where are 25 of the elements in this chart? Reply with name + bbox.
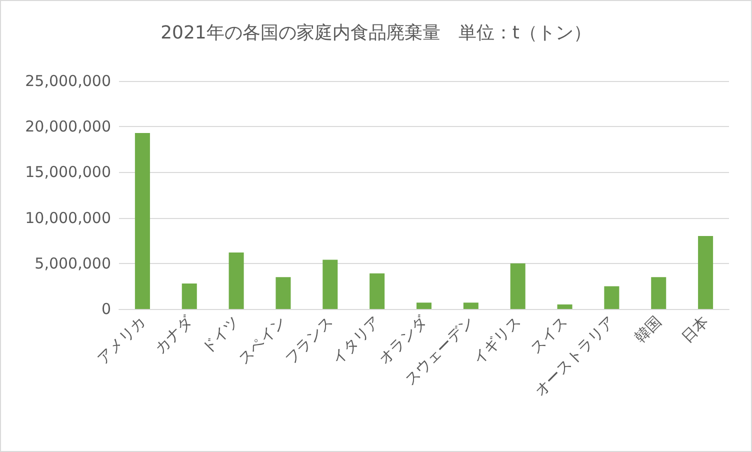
bar (557, 304, 572, 309)
bar (276, 277, 291, 309)
y-tick-label: 0 (101, 300, 111, 318)
chart-title: 2021年の各国の家庭内食品廃棄量 単位：t（トン） (160, 22, 592, 44)
x-tick-label: フランス (281, 312, 337, 368)
bar (510, 263, 526, 309)
bar (698, 236, 714, 309)
bar (322, 260, 338, 309)
x-tick-label: イギリス (469, 312, 524, 368)
bar (370, 273, 385, 309)
bar (182, 283, 197, 309)
x-tick-label: 日本 (678, 312, 712, 347)
y-tick-label: 10,000,000 (25, 208, 111, 227)
y-tick-label: 15,000,000 (25, 163, 111, 182)
y-tick-label: 5,000,000 (34, 254, 111, 272)
bar (416, 302, 432, 309)
bar (651, 277, 666, 309)
bar (604, 286, 620, 309)
x-tick-label: 韓国 (631, 312, 665, 347)
bar (228, 252, 244, 309)
y-tick-label: 25,000,000 (25, 72, 111, 90)
x-tick-label: カナダ (151, 312, 196, 358)
bar (134, 132, 150, 309)
y-tick-label: 20,000,000 (25, 118, 111, 136)
bar (463, 302, 478, 309)
